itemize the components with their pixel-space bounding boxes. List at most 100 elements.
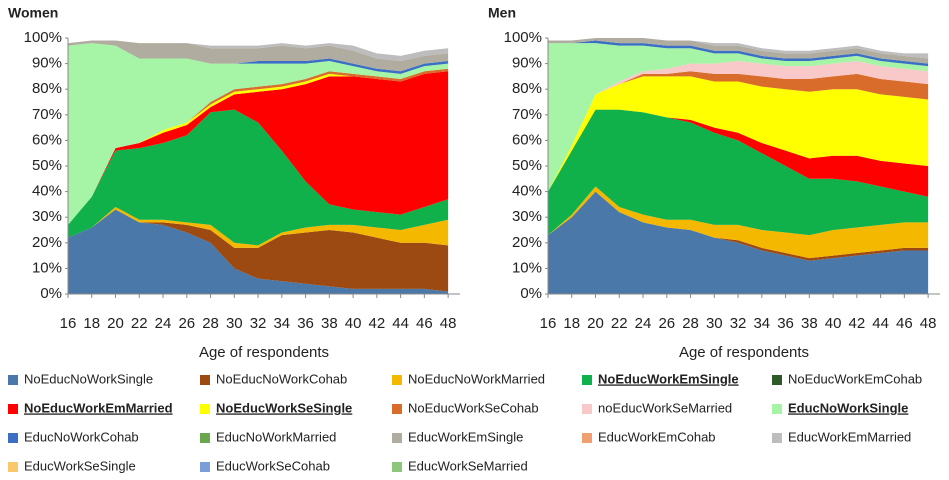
legend-label: EducNoWorkSingle: [788, 400, 908, 415]
legend-label: EducNoWorkCohab: [24, 429, 139, 444]
legend-swatch: [200, 404, 210, 414]
area: [548, 38, 929, 64]
legend-swatch: [392, 462, 402, 472]
chart-title: Women: [8, 5, 58, 21]
x-tick-label: 38: [321, 315, 338, 332]
y-tick-label: 80%: [512, 80, 542, 97]
y-tick-label: 90%: [512, 55, 542, 72]
y-tick-label: 60%: [512, 131, 542, 148]
area: [68, 71, 449, 225]
x-tick-label: 34: [273, 315, 290, 332]
y-tick-label: 0%: [520, 285, 542, 302]
y-tick-label: 100%: [504, 29, 542, 46]
legend-label: NoEducNoWorkMarried: [408, 371, 545, 386]
x-tick-label: 16: [60, 315, 77, 332]
x-tick-label: 28: [202, 315, 219, 332]
x-tick-label: 46: [896, 315, 913, 332]
x-tick-label: 48: [440, 315, 457, 332]
y-tick-label: 10%: [512, 259, 542, 276]
x-tick-label: 38: [801, 315, 818, 332]
x-tick-label: 32: [730, 315, 747, 332]
area: [548, 186, 929, 259]
x-tick-label: 44: [872, 315, 889, 332]
y-tick-label: 70%: [32, 106, 62, 123]
y-tick-label: 90%: [32, 55, 62, 72]
legend-label: NoEducNoWorkCohab: [216, 371, 347, 386]
y-tick-label: 50%: [512, 157, 542, 174]
x-tick-label: 22: [611, 315, 628, 332]
x-tick-label: 42: [849, 315, 866, 332]
legend-swatch: [200, 433, 210, 443]
legend-swatch: [8, 375, 18, 385]
area: [548, 43, 929, 192]
area: [68, 206, 449, 248]
legend-label: EducWorkEmCohab: [598, 429, 716, 444]
x-tick-label: 34: [753, 315, 770, 332]
area: [68, 40, 449, 62]
legend-swatch: [392, 404, 402, 414]
legend-label: NoEducWorkEmCohab: [788, 371, 922, 386]
x-tick-label: 28: [682, 315, 699, 332]
legend-swatch: [200, 462, 210, 472]
x-tick-label: 48: [920, 315, 937, 332]
x-tick-label: 26: [178, 315, 195, 332]
legend-label: NoEducWorkEmMarried: [24, 400, 173, 415]
area: [548, 109, 929, 236]
y-tick-label: 80%: [32, 80, 62, 97]
x-tick-label: 18: [83, 315, 100, 332]
x-tick-label: 46: [416, 315, 433, 332]
y-tick-label: 100%: [24, 29, 62, 46]
x-tick-label: 26: [658, 315, 675, 332]
legend-label: NoEducWorkSeSingle: [216, 400, 352, 415]
y-tick-label: 30%: [32, 208, 62, 225]
x-tick-label: 32: [250, 315, 267, 332]
x-tick-label: 20: [587, 315, 604, 332]
x-tick-label: 44: [392, 315, 409, 332]
x-tick-label: 20: [107, 315, 124, 332]
chart-title: Men: [488, 5, 516, 21]
area: [548, 40, 929, 67]
y-tick-label: 10%: [32, 259, 62, 276]
legend-swatch: [392, 433, 402, 443]
x-tick-label: 16: [540, 315, 557, 332]
legend-label: EducWorkSeCohab: [216, 458, 330, 473]
legend-swatch: [772, 404, 782, 414]
legend-swatch: [582, 375, 592, 385]
area: [68, 209, 449, 294]
area: [548, 71, 929, 192]
y-tick-label: 40%: [32, 183, 62, 200]
legend-swatch: [392, 375, 402, 385]
y-tick-label: 0%: [40, 285, 62, 302]
x-tick-label: 22: [131, 315, 148, 332]
legend-label: EducNoWorkMarried: [216, 429, 336, 444]
x-tick-label: 30: [706, 315, 723, 332]
y-tick-label: 20%: [512, 234, 542, 251]
x-axis-label: Age of respondents: [199, 344, 329, 361]
x-tick-label: 24: [155, 315, 172, 332]
area: [548, 76, 929, 192]
legend-label: EducWorkSeSingle: [24, 458, 136, 473]
x-tick-label: 42: [369, 315, 386, 332]
x-tick-label: 30: [226, 315, 243, 332]
y-tick-label: 30%: [512, 208, 542, 225]
x-tick-label: 40: [825, 315, 842, 332]
x-tick-label: 18: [563, 315, 580, 332]
x-tick-label: 36: [297, 315, 314, 332]
legend-label: EducWorkEmSingle: [408, 429, 523, 444]
y-tick-label: 70%: [512, 106, 542, 123]
legend-swatch: [772, 375, 782, 385]
legend-swatch: [772, 433, 782, 443]
y-tick-label: 40%: [512, 183, 542, 200]
legend-swatch: [582, 404, 592, 414]
area: [68, 43, 449, 74]
area: [548, 38, 929, 59]
x-tick-label: 36: [777, 315, 794, 332]
legend-swatch: [8, 462, 18, 472]
y-tick-label: 20%: [32, 234, 62, 251]
legend-label: NoEducWorkSeCohab: [408, 400, 539, 415]
legend-swatch: [8, 404, 18, 414]
area: [548, 61, 929, 192]
legend-swatch: [8, 433, 18, 443]
legend-swatch: [200, 375, 210, 385]
